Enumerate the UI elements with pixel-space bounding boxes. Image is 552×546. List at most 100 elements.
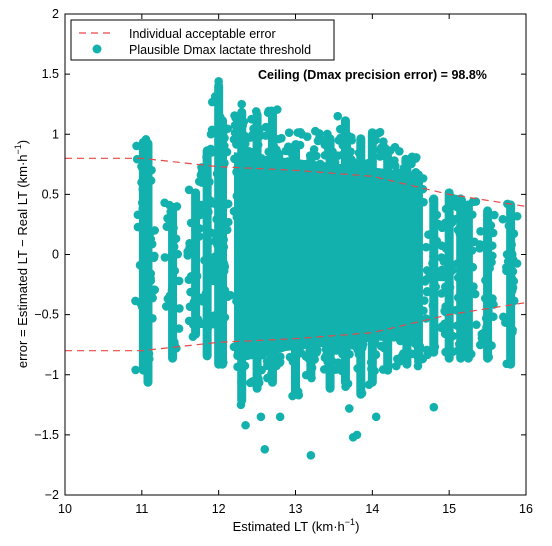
scatter-column xyxy=(456,197,481,363)
plot-area xyxy=(65,77,527,460)
data-point xyxy=(501,318,510,327)
data-point xyxy=(165,200,174,210)
data-point xyxy=(220,158,229,168)
data-point xyxy=(441,204,451,214)
data-point xyxy=(475,340,485,350)
scatter-column xyxy=(137,139,160,387)
data-point xyxy=(193,315,203,324)
data-point xyxy=(305,151,315,160)
data-point xyxy=(160,253,170,262)
data-point xyxy=(223,199,233,209)
data-point xyxy=(172,202,182,211)
data-point xyxy=(430,342,440,352)
data-point xyxy=(371,349,380,359)
data-point xyxy=(488,228,498,238)
data-point xyxy=(222,147,232,157)
data-point xyxy=(233,362,242,372)
outlier-point xyxy=(429,402,439,412)
data-point xyxy=(486,221,496,230)
data-point xyxy=(456,208,466,217)
x-tick-label: 11 xyxy=(135,502,148,516)
data-point xyxy=(185,242,194,252)
data-point xyxy=(347,132,356,142)
data-point xyxy=(413,351,423,360)
outlier-point xyxy=(275,412,285,422)
mass-core xyxy=(234,152,419,357)
data-point xyxy=(437,241,446,251)
data-point xyxy=(285,352,295,362)
data-point xyxy=(219,357,228,367)
data-point xyxy=(331,365,341,374)
data-point xyxy=(378,365,388,374)
y-tick-label: 0 xyxy=(52,248,59,262)
data-point xyxy=(420,296,429,305)
axis-ticks: 10 11 12 13 14 15 16 −2 −1.5 −1 −0.5 0 0.5 1 1.5 2 xyxy=(34,7,533,516)
data-point xyxy=(334,136,344,145)
data-point xyxy=(323,357,332,367)
data-point xyxy=(148,287,157,296)
data-point xyxy=(146,269,156,278)
outlier-point xyxy=(371,412,381,422)
data-point xyxy=(220,262,230,271)
data-point xyxy=(422,345,432,355)
data-point xyxy=(353,364,362,373)
data-point xyxy=(399,349,408,358)
data-point xyxy=(236,400,246,410)
data-point xyxy=(135,260,145,270)
data-point xyxy=(307,373,316,383)
y-tick-label: −0.5 xyxy=(34,308,59,322)
data-point xyxy=(222,225,232,235)
outlier-point xyxy=(260,445,270,454)
data-point xyxy=(145,229,155,239)
y-tick-label: 2 xyxy=(52,7,59,21)
data-point xyxy=(200,255,209,265)
data-point xyxy=(411,168,421,178)
data-point xyxy=(509,229,519,238)
data-point xyxy=(498,214,508,224)
data-point xyxy=(335,124,345,134)
data-point xyxy=(223,292,233,301)
data-point xyxy=(419,306,428,315)
data-point xyxy=(490,210,499,220)
data-point xyxy=(242,351,252,361)
data-point xyxy=(370,338,380,347)
legend: Individual acceptable error Plausible Dm… xyxy=(70,19,335,61)
data-point xyxy=(197,178,207,187)
data-point xyxy=(261,131,271,140)
data-point xyxy=(364,380,374,389)
data-point xyxy=(477,329,487,339)
data-point xyxy=(381,332,391,341)
data-point xyxy=(219,242,229,252)
data-point xyxy=(230,128,240,138)
x-tick-label: 15 xyxy=(442,502,456,516)
data-point xyxy=(467,246,477,255)
data-point xyxy=(367,133,377,143)
data-point xyxy=(484,352,494,362)
data-point xyxy=(205,177,214,187)
data-point xyxy=(347,340,357,350)
data-point xyxy=(489,312,498,322)
data-point xyxy=(441,347,450,357)
data-point xyxy=(197,200,206,210)
scatter-column xyxy=(475,206,499,363)
data-point xyxy=(174,324,184,333)
data-point xyxy=(186,272,196,281)
data-point xyxy=(466,349,476,359)
data-point xyxy=(148,313,157,323)
data-point xyxy=(407,159,416,169)
data-point xyxy=(240,139,250,148)
data-point xyxy=(341,382,350,392)
data-point xyxy=(140,337,149,347)
data-point xyxy=(487,241,497,250)
data-point xyxy=(437,253,446,262)
data-point xyxy=(212,169,222,178)
data-point xyxy=(204,207,213,217)
data-point xyxy=(296,348,306,358)
data-point xyxy=(216,142,226,152)
data-point xyxy=(244,146,254,156)
data-point xyxy=(304,354,314,364)
data-point xyxy=(476,227,485,236)
data-point xyxy=(210,237,220,246)
data-point xyxy=(233,119,242,128)
